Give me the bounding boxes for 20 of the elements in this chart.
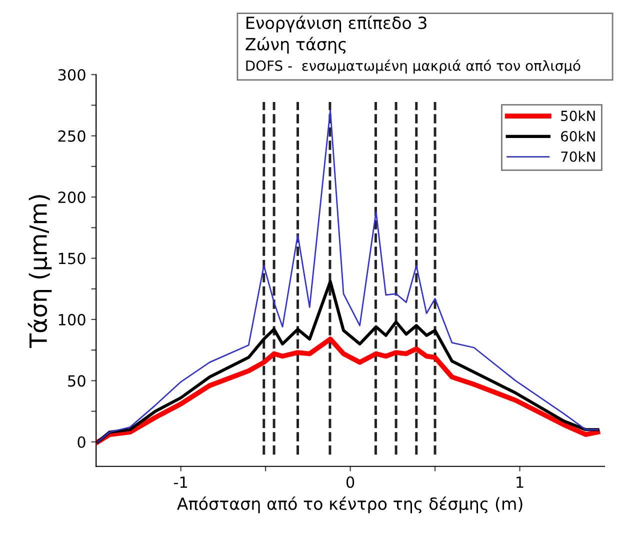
text: Ενοργάνιση επίπεδο 3 (246, 16, 426, 32)
legend-label: 70kN (561, 151, 595, 162)
y-tick-label: 0 (78, 436, 86, 448)
line-series (96, 336, 600, 444)
x-tick-label: 0 (346, 476, 354, 488)
x-axis-title: Απόσταση από το κέντρο της δέσμης (m) (177, 496, 522, 514)
y-tick-label: 200 (58, 192, 86, 204)
text: DOFS - ενσωματωμένη μακριά από τον οπλισμό (246, 60, 580, 74)
y-tick-label: 50 (68, 375, 86, 387)
legend-label: 50kN (561, 110, 595, 122)
x-tick-label: 1 (516, 476, 524, 488)
legend-label: 60kN (561, 130, 595, 142)
x-tick-label: -1 (174, 476, 188, 488)
y-tick-label: 300 (58, 69, 86, 81)
line-series (97, 109, 598, 443)
y-axis-title: Τάση (μm/m) (28, 195, 52, 348)
text: Ζώνη τάσης (246, 36, 346, 54)
y-tick-label: 250 (58, 130, 86, 142)
y-tick-label: 150 (58, 252, 86, 264)
y-tick-label: 100 (58, 314, 86, 326)
